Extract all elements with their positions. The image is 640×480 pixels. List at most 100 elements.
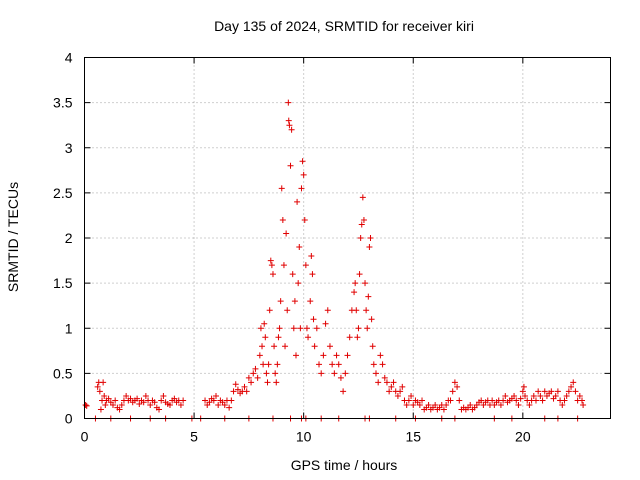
data-point — [300, 171, 307, 178]
data-point — [101, 392, 108, 399]
data-point — [353, 307, 360, 314]
data-point — [256, 352, 263, 359]
y-tick-label: 2.5 — [53, 185, 73, 201]
data-point — [262, 334, 269, 341]
data-point — [268, 262, 275, 269]
data-point — [364, 325, 371, 332]
data-point — [311, 343, 318, 350]
data-point — [383, 379, 390, 386]
data-point — [287, 162, 294, 169]
data-point — [467, 401, 474, 408]
data-point — [274, 361, 281, 368]
data-point — [273, 379, 280, 386]
data-point — [297, 325, 304, 332]
data-point — [313, 325, 320, 332]
data-point — [381, 374, 388, 381]
data-point — [356, 271, 363, 278]
data-point — [358, 221, 365, 228]
data-point — [245, 374, 252, 381]
data-point — [147, 401, 154, 408]
data-point — [552, 392, 559, 399]
data-point — [513, 397, 520, 404]
data-point — [541, 388, 548, 395]
data-point — [266, 307, 273, 314]
data-point — [360, 216, 367, 223]
data-point — [576, 392, 583, 399]
x-tick-label: 10 — [296, 429, 312, 445]
data-point — [284, 307, 291, 314]
data-point — [283, 230, 290, 237]
data-point — [299, 158, 306, 165]
data-point — [344, 352, 351, 359]
data-point — [372, 370, 379, 377]
data-point — [123, 392, 130, 399]
data-point — [326, 343, 333, 350]
data-point — [568, 383, 575, 390]
data-point — [580, 401, 587, 408]
data-point — [279, 216, 286, 223]
data-point — [105, 395, 112, 402]
data-point — [517, 395, 524, 402]
data-point — [295, 280, 302, 287]
data-point — [215, 401, 222, 408]
data-point — [394, 392, 401, 399]
data-point — [265, 361, 272, 368]
data-point — [280, 262, 287, 269]
data-point — [259, 343, 266, 350]
data-point — [307, 298, 314, 305]
data-point — [351, 289, 358, 296]
data-point — [370, 361, 377, 368]
data-point — [489, 397, 496, 404]
data-point — [308, 253, 315, 260]
data-point — [532, 397, 539, 404]
data-point — [302, 262, 309, 269]
data-point — [252, 365, 259, 372]
x-axis-label: GPS time / hours — [291, 457, 398, 473]
data-point — [316, 361, 323, 368]
data-point — [100, 379, 107, 386]
data-point — [449, 388, 456, 395]
data-point — [478, 397, 485, 404]
data-point — [282, 343, 289, 350]
data-point — [140, 399, 147, 406]
data-point — [276, 325, 283, 332]
data-point — [82, 401, 89, 408]
data-point — [296, 244, 303, 251]
y-tick-label: 3 — [65, 140, 73, 156]
data-point — [362, 280, 369, 287]
data-point — [96, 388, 103, 395]
data-point — [579, 397, 586, 404]
data-point — [377, 352, 384, 359]
data-point — [109, 401, 116, 408]
data-point — [318, 370, 325, 377]
data-point — [565, 388, 572, 395]
data-point — [511, 392, 518, 399]
data-point — [305, 334, 312, 341]
data-point — [272, 370, 279, 377]
data-point — [118, 401, 125, 408]
data-point — [271, 343, 278, 350]
tick-labels: 0 5 10 15 20 0 0.5 1 1.5 2 2.5 3 3.5 4 — [53, 50, 531, 445]
x-tick-label: 5 — [190, 429, 198, 445]
x-tick-label: 0 — [81, 429, 89, 445]
data-point — [298, 185, 305, 192]
data-point — [367, 235, 374, 241]
data-point — [497, 401, 504, 408]
data-point — [454, 383, 461, 390]
data-point — [285, 99, 292, 106]
data-point — [136, 401, 143, 408]
data-point — [228, 397, 235, 404]
data-point — [142, 392, 149, 399]
data-point — [333, 352, 340, 359]
data-point — [432, 401, 439, 408]
data-point — [264, 379, 271, 386]
data-point — [554, 388, 561, 395]
data-point — [213, 392, 219, 399]
plot-frame — [84, 57, 611, 419]
data-point — [440, 406, 447, 413]
data-point — [324, 307, 331, 314]
data-point — [354, 334, 361, 341]
data-point — [335, 361, 342, 368]
axis-ticks — [84, 57, 611, 419]
data-point — [379, 361, 386, 368]
